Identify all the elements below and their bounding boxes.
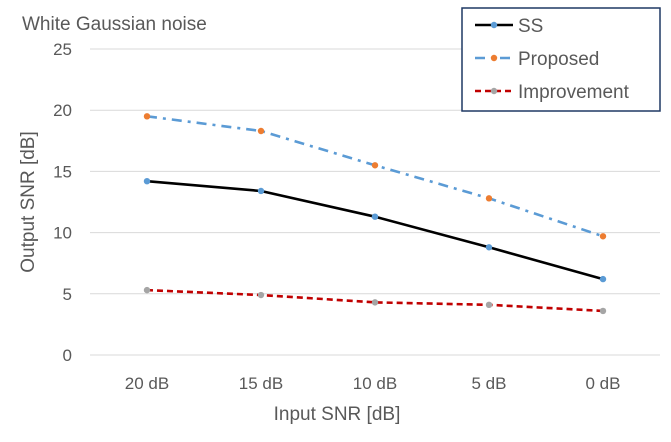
data-point <box>144 113 150 119</box>
data-point <box>372 299 378 305</box>
x-tick-label: 10 dB <box>353 374 397 393</box>
line-chart: 0 5 10 15 20 25 20 dB 15 dB 10 dB 5 dB 0 dB White … <box>0 0 671 437</box>
x-tick-label: 0 dB <box>586 374 621 393</box>
y-tick-label: 20 <box>53 101 72 120</box>
data-point <box>372 162 378 168</box>
data-point <box>486 195 492 201</box>
x-axis-title: Input SNR [dB] <box>274 404 401 425</box>
data-point <box>600 233 606 239</box>
legend-marker <box>491 55 497 61</box>
legend: SS Proposed Improvement <box>462 8 660 111</box>
data-point <box>486 244 492 250</box>
legend-marker <box>491 22 497 28</box>
x-tick-label: 15 dB <box>239 374 283 393</box>
y-axis-title: Output SNR [dB] <box>18 131 39 273</box>
legend-label: SS <box>518 16 543 37</box>
data-point <box>144 178 150 184</box>
data-point <box>258 188 264 194</box>
y-tick-label: 0 <box>63 346 72 365</box>
series-line-1 <box>147 181 603 279</box>
data-point <box>144 287 150 293</box>
data-point <box>600 308 606 314</box>
data-point <box>600 276 606 282</box>
chart-container: 0 5 10 15 20 25 20 dB 15 dB 10 dB 5 dB 0 dB White … <box>0 0 671 437</box>
x-tick-label: 5 dB <box>472 374 507 393</box>
data-point <box>258 292 264 298</box>
y-tick-label: 25 <box>53 40 72 59</box>
chart-title: White Gaussian noise <box>22 14 207 35</box>
series-lines <box>144 113 606 314</box>
y-tick-label: 5 <box>63 285 72 304</box>
data-point <box>486 302 492 308</box>
legend-marker <box>491 88 497 94</box>
y-tick-label: 15 <box>53 162 72 181</box>
data-point <box>372 213 378 219</box>
legend-label: Proposed <box>518 49 599 70</box>
y-tick-label: 10 <box>53 224 72 243</box>
data-point <box>258 128 264 134</box>
x-tick-label: 20 dB <box>125 374 169 393</box>
legend-label: Improvement <box>518 82 630 103</box>
